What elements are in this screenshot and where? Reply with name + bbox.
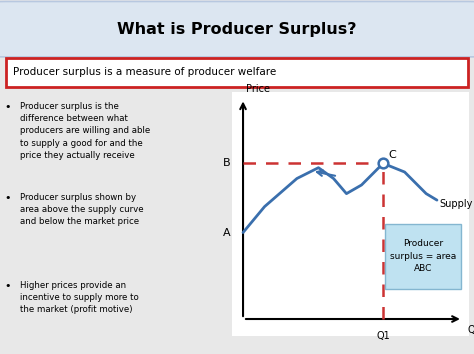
FancyBboxPatch shape: [385, 224, 461, 289]
Text: Price: Price: [246, 84, 270, 94]
Text: A: A: [222, 228, 230, 238]
Text: B: B: [222, 158, 230, 169]
Text: Producer surplus is the
difference between what
producers are willing and able
t: Producer surplus is the difference betwe…: [20, 102, 150, 160]
Text: Supply: Supply: [439, 199, 473, 210]
Text: •: •: [5, 193, 11, 202]
Text: •: •: [5, 102, 11, 112]
Text: C: C: [389, 150, 396, 160]
Text: Producer surplus shown by
area above the supply curve
and below the market price: Producer surplus shown by area above the…: [20, 193, 144, 226]
FancyBboxPatch shape: [0, 1, 474, 57]
Text: •: •: [5, 280, 11, 291]
FancyBboxPatch shape: [232, 92, 469, 336]
Text: Quantity: Quantity: [467, 325, 474, 336]
Text: What is Producer Surplus?: What is Producer Surplus?: [117, 22, 357, 37]
Text: Producer
surplus = area
ABC: Producer surplus = area ABC: [390, 239, 456, 273]
Text: Higher prices provide an
incentive to supply more to
the market (profit motive): Higher prices provide an incentive to su…: [20, 280, 139, 314]
FancyBboxPatch shape: [6, 58, 468, 87]
Text: Q1: Q1: [376, 331, 390, 341]
Text: Producer surplus is a measure of producer welfare: Producer surplus is a measure of produce…: [13, 67, 276, 77]
